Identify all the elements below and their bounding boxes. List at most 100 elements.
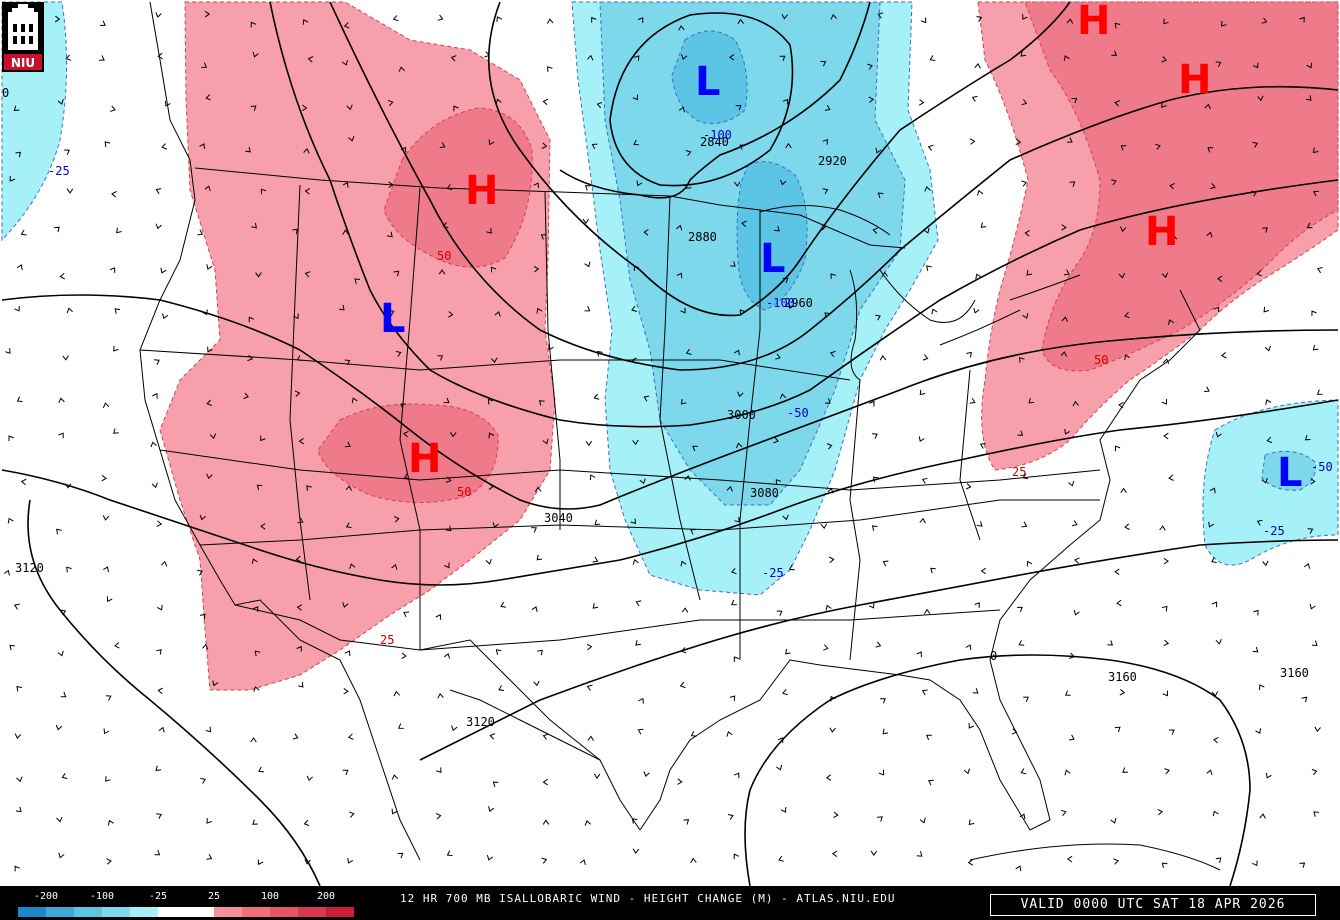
- wind-barb: [9, 644, 15, 651]
- wind-barb: [1261, 17, 1268, 24]
- wind-barb: [496, 16, 503, 22]
- isallobaric-map: 2840 2880 2920 2960 3000 3040 3080 3120 …: [0, 0, 1340, 886]
- wind-barb: [541, 857, 548, 864]
- wind-barb: [1120, 145, 1127, 151]
- wind-barb: [395, 350, 402, 357]
- height-change-label: -100: [766, 296, 795, 310]
- high-pressure-center: H: [1178, 57, 1211, 103]
- niu-logo: NIU: [2, 2, 44, 72]
- wind-barb: [1221, 20, 1227, 27]
- wind-barb: [1114, 445, 1121, 452]
- wind-barb: [789, 564, 795, 571]
- wind-barb: [591, 16, 597, 23]
- wind-barb: [584, 820, 591, 826]
- wind-barb: [542, 98, 549, 106]
- rise-area-west-inner-a: [383, 107, 533, 268]
- height-contour-label: 3120: [15, 561, 44, 575]
- wind-barb: [730, 261, 736, 267]
- wind-barb: [924, 186, 931, 192]
- wind-barb: [200, 613, 206, 620]
- wind-barb: [534, 486, 542, 493]
- wind-barb: [976, 16, 983, 22]
- wind-barb: [1026, 270, 1032, 276]
- wind-barb: [15, 806, 22, 813]
- wind-barb: [486, 228, 492, 234]
- wind-barb: [533, 182, 539, 189]
- wind-barb: [490, 266, 497, 273]
- wind-barb: [401, 652, 407, 660]
- legend-color-bar: [18, 907, 354, 917]
- wind-barb: [1299, 862, 1306, 868]
- wind-barb: [824, 398, 831, 404]
- wind-barb: [630, 518, 637, 525]
- wind-barb: [1168, 319, 1174, 325]
- height-contour-label: 2880: [688, 230, 717, 244]
- valid-time: VALID 0000 UTC SAT 18 APR 2026: [990, 894, 1316, 916]
- wind-barb: [245, 146, 251, 153]
- wind-barb: [536, 307, 543, 314]
- wind-barb: [57, 99, 64, 105]
- great-lakes-outline: [759, 205, 1081, 381]
- wind-barb: [877, 816, 883, 822]
- wind-barb: [105, 695, 112, 701]
- wind-barb: [1256, 270, 1263, 277]
- wind-barb: [443, 397, 450, 404]
- geography: [139, 1, 1221, 871]
- wind-barb: [643, 229, 649, 236]
- wind-barb: [681, 54, 688, 60]
- wind-barb: [870, 850, 878, 856]
- wind-barb: [104, 141, 111, 147]
- wind-barb: [444, 562, 450, 569]
- height-contour-label: 3160: [1108, 670, 1137, 684]
- wind-barb: [1252, 62, 1259, 69]
- wind-barb: [966, 351, 972, 358]
- wind-barb: [206, 264, 213, 270]
- wind-barb: [930, 567, 936, 574]
- wind-barb: [632, 558, 639, 565]
- wind-barb: [1021, 99, 1028, 106]
- height-change-label: 50: [1094, 353, 1108, 367]
- low-pressure-center: L: [760, 236, 786, 282]
- wind-barb: [733, 772, 740, 779]
- wind-barb: [394, 516, 400, 523]
- wind-barb: [531, 527, 537, 533]
- wind-barb: [58, 397, 65, 404]
- wind-barb: [393, 690, 400, 697]
- wind-barb: [302, 104, 308, 112]
- wind-barb: [247, 354, 253, 362]
- wind-barb: [974, 602, 980, 608]
- wind-barb: [882, 560, 889, 567]
- color-scale-legend: -200 -100 -25 25 100 200: [18, 890, 358, 918]
- wind-barb: [206, 853, 213, 860]
- wind-barb: [403, 430, 409, 438]
- height-contour-label: 3040: [544, 511, 573, 525]
- wind-barb: [778, 855, 784, 862]
- wind-barb: [498, 685, 505, 691]
- height-change-label: 25: [380, 633, 394, 647]
- atlantic-coastline: [639, 289, 1201, 831]
- wind-barb: [155, 765, 162, 772]
- wind-barb: [206, 818, 212, 824]
- wind-barb: [16, 685, 23, 692]
- wind-barb: [1061, 316, 1068, 323]
- cuba-coastline: [969, 843, 1221, 871]
- wind-barb: [113, 345, 119, 352]
- wind-barb: [154, 359, 160, 365]
- wind-barb: [1215, 61, 1222, 68]
- contour-3080: [1, 399, 1339, 586]
- wind-barb: [205, 94, 211, 101]
- wind-barb: [304, 859, 311, 865]
- wind-barb: [685, 150, 692, 157]
- wind-barb: [155, 188, 162, 195]
- pacific-coastline: [139, 1, 421, 861]
- wind-barb: [968, 819, 975, 826]
- wind-barb: [1072, 400, 1079, 407]
- wind-barb: [1064, 428, 1071, 435]
- wind-barb: [690, 857, 697, 864]
- wind-barb: [1211, 601, 1218, 608]
- wind-barb: [1252, 141, 1259, 148]
- wind-barb: [162, 313, 169, 320]
- contour-3160: [744, 654, 1251, 886]
- wind-barb: [777, 737, 784, 743]
- wind-barb: [679, 681, 686, 689]
